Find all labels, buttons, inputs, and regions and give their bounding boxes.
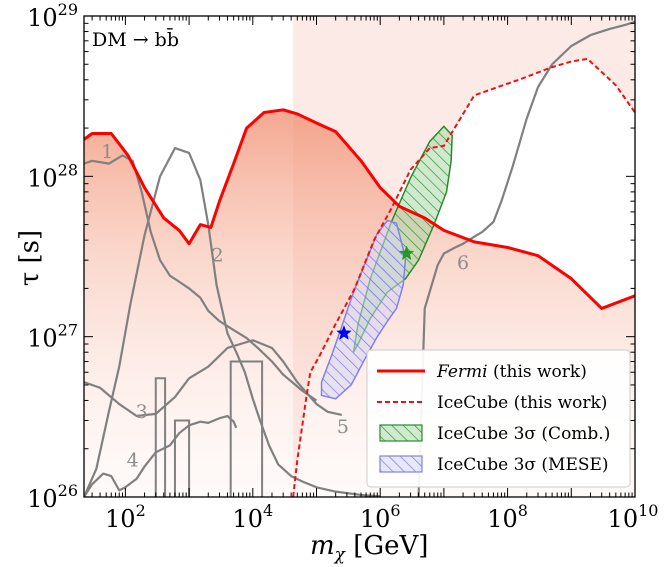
icecube-curve	[292, 57, 635, 497]
legend-box	[366, 349, 631, 488]
ticks-layer	[84, 15, 636, 498]
markers-layer	[336, 245, 415, 340]
legend-label-icecube: IceCube (this work)	[437, 393, 607, 413]
legend-label-mese: IceCube 3σ (MESE)	[437, 455, 609, 475]
x-tick-label-8: 108	[487, 501, 528, 533]
gray-curve-2	[84, 147, 381, 497]
comb-best-fit-star	[398, 245, 415, 261]
x-tick-label-6: 106	[360, 501, 401, 533]
gray-box-3	[229, 360, 264, 497]
annotation-dm-bb: DM → bb̄	[92, 27, 179, 51]
curve-label-6: 6	[457, 252, 469, 274]
mese-best-fit-star	[336, 325, 352, 340]
x-tick-label-2: 102	[105, 501, 146, 533]
curve-label-1: 1	[101, 141, 113, 163]
plot-frame	[83, 15, 636, 498]
tick-labels-layer: 102 104 106 108 1010 1026 1027 1028 1029	[27, 0, 658, 533]
curve-label-3: 3	[136, 401, 148, 423]
legend-label-comb: IceCube 3σ (Comb.)	[437, 424, 610, 444]
y-tick-label-26: 1026	[27, 481, 78, 513]
y-tick-label-28: 1028	[27, 160, 78, 192]
lines-layer	[84, 20, 635, 497]
gray-curve-4	[84, 414, 238, 497]
gray-curve-1	[84, 154, 318, 402]
legend-label-fermi: Fermi (this work)	[436, 362, 587, 382]
x-tick-label-4: 104	[232, 501, 273, 533]
curve-labels-layer: 1 2 3 4 5 6	[101, 141, 469, 471]
gray-curve-6	[417, 20, 635, 497]
legend: Fermi (this work) IceCube (this work) IceC…	[366, 349, 631, 488]
y-tick-label-27: 1027	[27, 321, 78, 353]
y-axis-label: τ [s]	[15, 230, 45, 286]
y-tick-label-29: 1029	[27, 0, 78, 32]
curve-label-2: 2	[212, 244, 224, 266]
legend-swatch-mese	[379, 455, 423, 473]
gray-box-1	[154, 377, 167, 497]
x-tick-label-10: 1010	[608, 501, 659, 533]
gray-curve-3	[84, 339, 343, 418]
curve-label-5: 5	[337, 416, 349, 438]
fermi-curve	[84, 108, 635, 310]
legend-swatch-comb	[379, 424, 423, 442]
x-axis-label: mχ [GeV]	[310, 531, 428, 565]
curve-label-4: 4	[127, 449, 139, 471]
gray-box-2	[173, 419, 191, 497]
icecube-excluded-region	[293, 16, 635, 497]
icecube-mese-region	[320, 219, 407, 400]
